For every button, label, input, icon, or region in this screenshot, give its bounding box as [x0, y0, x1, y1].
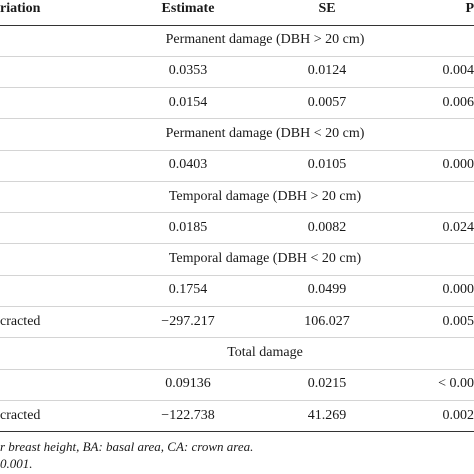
table-cell: 0.000	[442, 157, 474, 173]
section-label: Temporal damage (DBH < 20 cm)	[168, 251, 362, 267]
section-label: Total damage	[227, 345, 303, 360]
table-cell: 0.0154	[168, 94, 208, 110]
header-cell: SE	[318, 1, 336, 16]
row-rule	[0, 180, 474, 182]
table-cell: 0.004	[442, 63, 474, 79]
table-cell: 0.0499	[307, 282, 347, 298]
table-cell: −297.217	[161, 313, 215, 329]
footnote: r breast height, BA: basal area, CA: cro…	[0, 439, 254, 454]
bottom-rule	[0, 431, 474, 433]
table-cell: 106.027	[304, 313, 350, 329]
row-rule	[0, 212, 474, 214]
table-cell: 0.0105	[307, 157, 347, 173]
section-label: Temporal damage (DBH > 20 cm)	[168, 188, 362, 204]
header-rule	[0, 25, 474, 26]
table-cell: 0.1754	[168, 282, 208, 298]
header-cell: riation	[0, 1, 41, 16]
section-label: Permanent damage (DBH > 20 cm)	[165, 32, 365, 47]
table-cell: 0.09136	[165, 376, 211, 392]
table-cell: cracted	[0, 407, 41, 423]
header-cell: Estimate	[161, 1, 215, 16]
table-cell: 0.0082	[307, 219, 347, 235]
table-cell: 0.005	[442, 313, 474, 329]
row-rule	[0, 368, 474, 370]
table-cell: 0.000	[442, 282, 474, 298]
table-cell: 0.0403	[168, 157, 208, 173]
row-rule	[0, 337, 474, 339]
row-rule	[0, 118, 474, 120]
row-rule	[0, 243, 474, 245]
table-cell: cracted	[0, 313, 41, 329]
table-cell: 0.0124	[307, 63, 347, 79]
table-cell: 0.002	[442, 407, 474, 423]
row-rule	[0, 86, 474, 88]
header-cell: P	[465, 1, 474, 16]
footnote: 0.001.	[0, 456, 33, 471]
table-cell: 0.0215	[307, 376, 347, 392]
table-cell: 0.0185	[168, 219, 208, 235]
row-rule	[0, 306, 474, 308]
table-cell: 0.0353	[168, 63, 208, 79]
row-rule	[0, 399, 474, 401]
row-rule	[0, 149, 474, 151]
table-cell: 41.269	[307, 407, 347, 423]
table-cell: −122.738	[161, 407, 215, 423]
section-label: Permanent damage (DBH < 20 cm)	[165, 125, 365, 141]
row-rule	[0, 55, 474, 57]
row-rule	[0, 274, 474, 276]
table-cell: 0.0057	[307, 94, 347, 110]
table-cell: 0.006	[442, 94, 474, 110]
table-cell: < 0.00	[438, 376, 474, 392]
table-cell: 0.024	[442, 219, 474, 235]
